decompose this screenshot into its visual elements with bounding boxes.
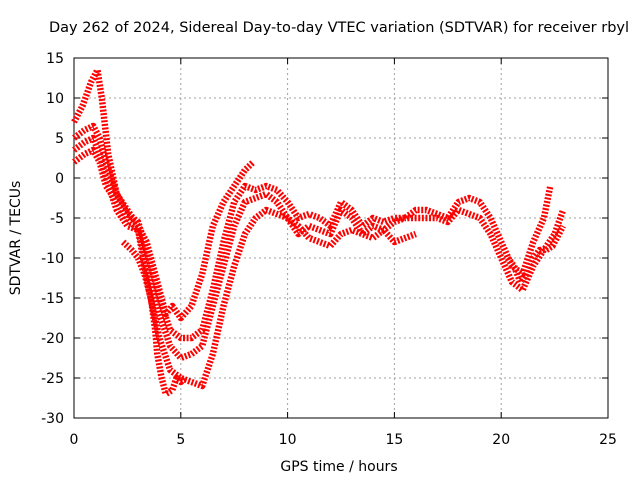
x-tick-label: 15 [385, 432, 403, 448]
y-tick-label: -15 [41, 291, 64, 307]
series-layer [71, 66, 567, 398]
x-tick-label: 25 [599, 432, 617, 448]
chart-title: Day 262 of 2024, Sidereal Day-to-day VTE… [49, 20, 629, 36]
y-tick-label: 15 [46, 51, 64, 67]
y-tick-label: 0 [55, 171, 64, 187]
axis-ticks: 0 5 10 15 20 25 15 10 5 0 -5 -10 -15 -20 -25 -30 [41, 51, 617, 448]
x-axis-label: GPS time / hours [280, 459, 397, 475]
x-tick-label: 0 [70, 432, 79, 448]
series-trace-4 [72, 146, 417, 390]
y-tick-label: 10 [46, 91, 64, 107]
x-tick-label: 10 [279, 432, 297, 448]
plot-frame [73, 57, 609, 419]
series-trace-3 [72, 134, 567, 362]
grid [74, 58, 608, 418]
series-trace-5 [120, 239, 188, 398]
x-tick-label: 5 [176, 432, 185, 448]
y-tick-label: -10 [41, 251, 64, 267]
x-tick-label: 20 [492, 432, 510, 448]
y-tick-label: 5 [55, 131, 64, 147]
y-axis-label: SDTVAR / TECUs [8, 181, 24, 296]
series-trace-1 [71, 66, 256, 322]
y-tick-label: -5 [50, 211, 64, 227]
y-tick-label: -20 [41, 331, 64, 347]
y-tick-label: -25 [41, 371, 64, 387]
series-trace-2 [72, 122, 554, 342]
series-trace-6 [505, 224, 566, 286]
y-tick-label: -30 [41, 411, 64, 427]
